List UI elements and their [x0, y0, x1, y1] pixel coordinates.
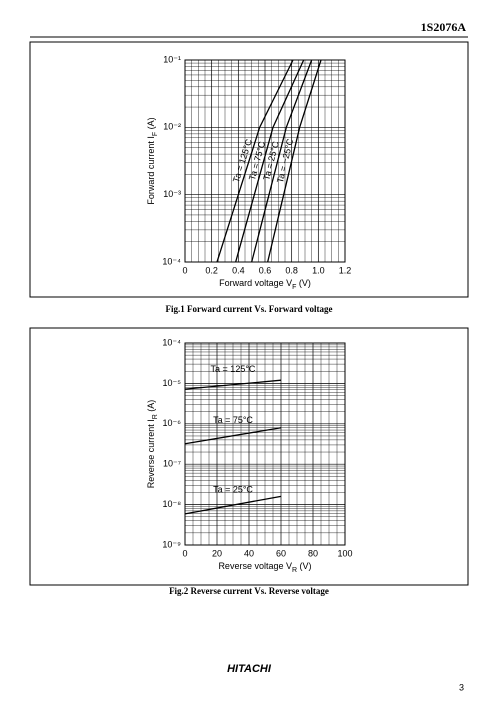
figure-caption: Fig.2 Reverse current Vs. Reverse voltag…	[169, 586, 329, 596]
x-axis-label-unit: (V)	[296, 278, 311, 288]
y-tick-label: 10⁻⁴	[162, 256, 181, 266]
y-tick-label: 10⁻⁸	[162, 499, 181, 509]
x-tick-label: 0	[182, 548, 187, 558]
plot-frame	[184, 342, 346, 546]
figure-frame	[29, 41, 469, 298]
series-label: Ta = 75°C	[213, 415, 253, 425]
y-axis-label-unit: (A)	[146, 400, 156, 415]
x-axis-label: Forward voltage VF (V)	[219, 278, 311, 290]
y-axis-label: Reverse current IR (A)	[146, 400, 158, 489]
x-axis-label-sub: R	[292, 567, 297, 574]
y-axis-label: Forward current IF (A)	[146, 117, 158, 204]
brand: HITACHI	[227, 663, 272, 675]
x-tick-label: 0.2	[205, 265, 218, 275]
x-tick-label: 80	[308, 548, 318, 558]
data-line	[251, 59, 313, 263]
x-axis-label-text: Forward voltage V	[219, 278, 292, 288]
x-tick-label: 20	[212, 548, 222, 558]
x-tick-label: 1.0	[312, 265, 325, 275]
data-line	[184, 427, 282, 445]
y-tick-label: 10⁻⁴	[162, 337, 181, 347]
y-axis-label-text: Forward current I	[146, 136, 156, 205]
part-number: 1S2076A	[421, 20, 467, 34]
y-tick-label: 10⁻²	[163, 122, 181, 132]
y-axis-label-sub: F	[152, 132, 159, 136]
y-axis-label-text: Reverse current I	[146, 419, 156, 488]
x-axis-label-sub: F	[292, 284, 296, 291]
figure-caption: Fig.1 Forward current Vs. Forward voltag…	[166, 304, 333, 314]
data-line	[216, 59, 294, 263]
data-line	[184, 495, 282, 515]
y-tick-label: 10⁻⁶	[163, 418, 182, 428]
y-tick-label: 10⁻⁵	[163, 378, 182, 388]
page-number: 3	[459, 682, 464, 692]
plot-frame	[184, 59, 346, 263]
series-label: Ta = 125°C	[211, 364, 256, 374]
x-tick-label: 0.6	[259, 265, 272, 275]
x-axis-label: Reverse voltage VR (V)	[218, 561, 311, 573]
y-tick-label: 10⁻¹	[163, 54, 181, 64]
data-line	[184, 379, 282, 390]
x-tick-label: 1.2	[339, 265, 352, 275]
x-tick-label: 100	[337, 548, 352, 558]
y-tick-label: 10⁻⁷	[163, 459, 181, 469]
data-line	[267, 59, 322, 263]
x-tick-label: 60	[276, 548, 286, 558]
y-axis-label-unit: (A)	[146, 117, 156, 132]
x-tick-label: 0.8	[285, 265, 298, 275]
x-axis-label-text: Reverse voltage V	[218, 561, 292, 571]
series-label: Ta = 25°C	[213, 484, 253, 494]
y-axis-label-sub: R	[152, 414, 159, 419]
x-axis-label-unit: (V)	[297, 561, 312, 571]
x-tick-label: 0.4	[232, 265, 245, 275]
y-tick-label: 10⁻³	[163, 189, 181, 199]
x-tick-label: 0	[182, 265, 187, 275]
y-tick-label: 10⁻⁹	[162, 539, 181, 549]
figure-frame	[29, 327, 469, 586]
x-tick-label: 40	[244, 548, 254, 558]
data-line	[235, 59, 305, 263]
